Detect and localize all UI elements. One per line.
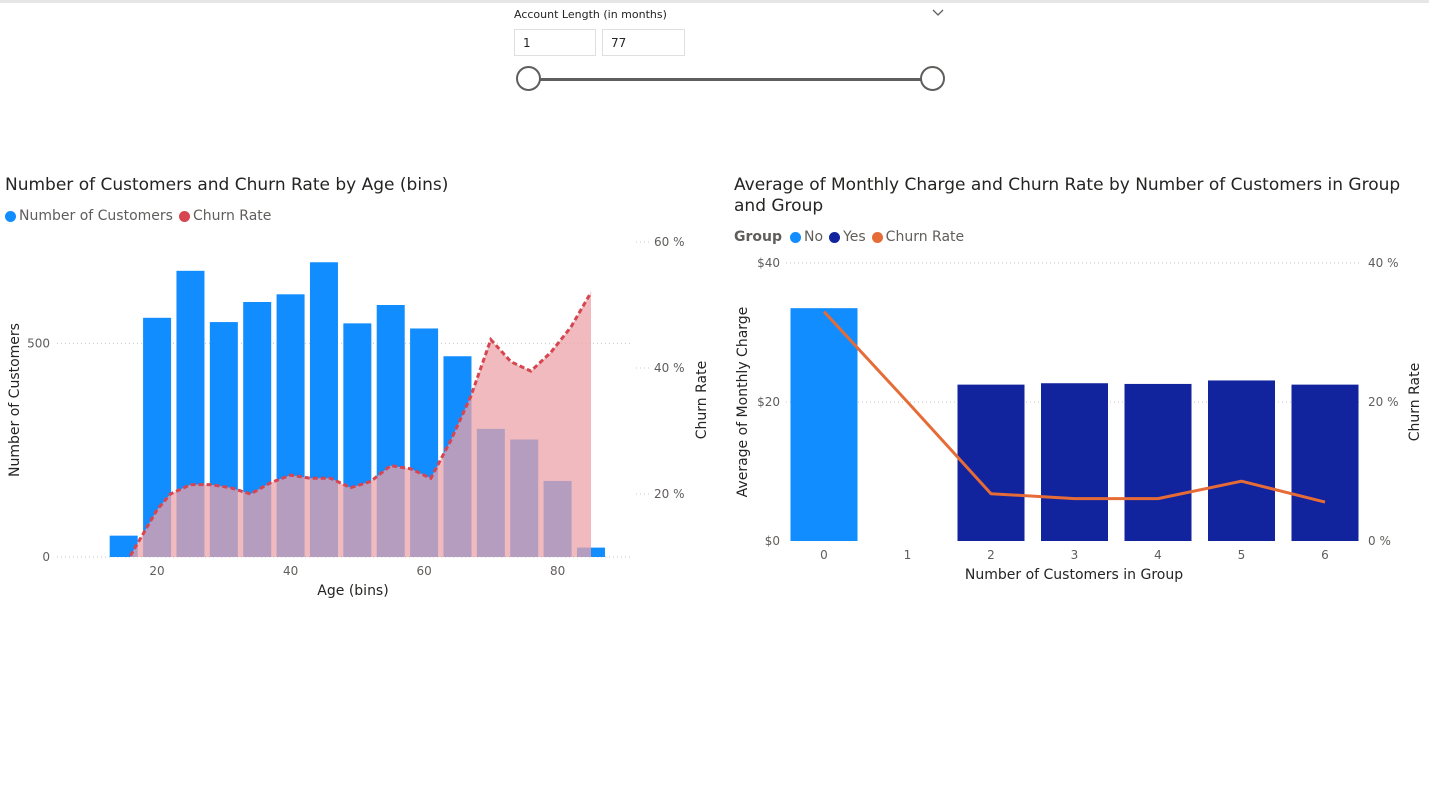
y2-axis-title: Churn Rate [1407, 363, 1423, 441]
legend-item-yes[interactable]: Yes [829, 229, 866, 245]
x-tick-label: 3 [1071, 548, 1079, 562]
slicer-max-input[interactable]: 77 [602, 29, 685, 56]
x-tick-label: 6 [1321, 548, 1329, 562]
bar-group-yes [1291, 384, 1359, 541]
churn-rate-area [130, 292, 591, 557]
y2-tick-label: 40 % [654, 361, 685, 375]
legend-dot-churn-rate [178, 210, 190, 222]
y2-tick-label: 20 % [1368, 395, 1399, 409]
legend-title-group: Group [734, 229, 783, 245]
legend-label-churn-rate: Churn Rate [192, 208, 272, 224]
legend-label-customers: Number of Customers [19, 208, 173, 224]
x-axis-title: Age (bins) [317, 583, 388, 599]
legend-item-customers[interactable]: Number of Customers [5, 208, 173, 224]
age-bins-chart[interactable]: 0 500 20 % 40 % 60 % 20 40 60 80 Age (bins) Number… [0, 230, 715, 610]
legend-dot-churn-rate-right [871, 231, 883, 243]
y-tick-label: 0 [42, 550, 50, 564]
y-axis-title: Number of Customers [7, 323, 23, 477]
x-tick-label: 40 [283, 564, 298, 578]
x-tick-label: 60 [416, 564, 431, 578]
legend-item-churn-rate-right[interactable]: Churn Rate [871, 229, 965, 245]
legend-dot-customers [5, 210, 16, 222]
y2-tick-label: 0 % [1368, 534, 1391, 548]
x-tick-label: 4 [1154, 548, 1162, 562]
top-border [0, 0, 1429, 3]
legend-label-no: No [804, 229, 824, 245]
left-chart-legend: Number of Customers Churn Rate [5, 208, 277, 224]
bar-group-yes [957, 384, 1025, 541]
slicer-min-input[interactable]: 1 [514, 29, 596, 56]
bar-group-yes [1041, 383, 1108, 541]
x-tick-label: 80 [550, 564, 565, 578]
right-chart-legend: Group No Yes Churn Rate [734, 229, 970, 245]
legend-dot-yes [829, 231, 841, 243]
slicer-min-handle[interactable] [516, 66, 541, 91]
x-tick-label: 5 [1238, 548, 1246, 562]
group-size-chart[interactable]: $0 0 % $20 20 % $40 40 % 0 1 2 3 4 5 6 Number of Cust… [725, 250, 1429, 590]
x-tick-label: 0 [820, 548, 828, 562]
legend-item-no[interactable]: No [790, 229, 823, 245]
bar-group-yes [1208, 380, 1275, 541]
y2-tick-label: 40 % [1368, 256, 1399, 270]
y2-axis-title: Churn Rate [694, 361, 710, 439]
account-length-slicer[interactable]: Account Length (in months) 1 77 [505, 5, 950, 100]
x-tick-label: 20 [149, 564, 164, 578]
legend-label-yes: Yes [843, 229, 866, 245]
x-tick-label: 1 [904, 548, 912, 562]
chevron-down-icon[interactable] [931, 5, 945, 19]
customer-bar [109, 535, 138, 557]
churn-rate-line [129, 291, 593, 557]
legend-label-churn-rate-right: Churn Rate [885, 229, 965, 245]
slicer-track[interactable] [530, 78, 935, 81]
y2-tick-label: 20 % [654, 487, 685, 501]
legend-item-churn-rate[interactable]: Churn Rate [178, 208, 272, 224]
right-chart-title: Average of Monthly Charge and Churn Rate… [734, 175, 1401, 216]
y-tick-label: 500 [27, 336, 50, 350]
slicer-title: Account Length (in months) [514, 8, 667, 21]
slicer-max-handle[interactable] [920, 66, 945, 91]
churn-rate-line [822, 310, 1326, 504]
bar-group-no [790, 308, 858, 541]
left-chart-title: Number of Customers and Churn Rate by Ag… [5, 175, 449, 195]
y-tick-label: $20 [757, 395, 780, 409]
y2-tick-label: 60 % [654, 235, 685, 249]
y-axis-title: Average of Monthly Charge [735, 307, 751, 498]
y-tick-label: $40 [757, 256, 780, 270]
y-tick-label: $0 [765, 534, 780, 548]
bar-group-yes [1124, 383, 1192, 541]
x-axis-title: Number of Customers in Group [965, 567, 1183, 583]
legend-dot-no [790, 231, 802, 243]
x-tick-label: 2 [987, 548, 995, 562]
